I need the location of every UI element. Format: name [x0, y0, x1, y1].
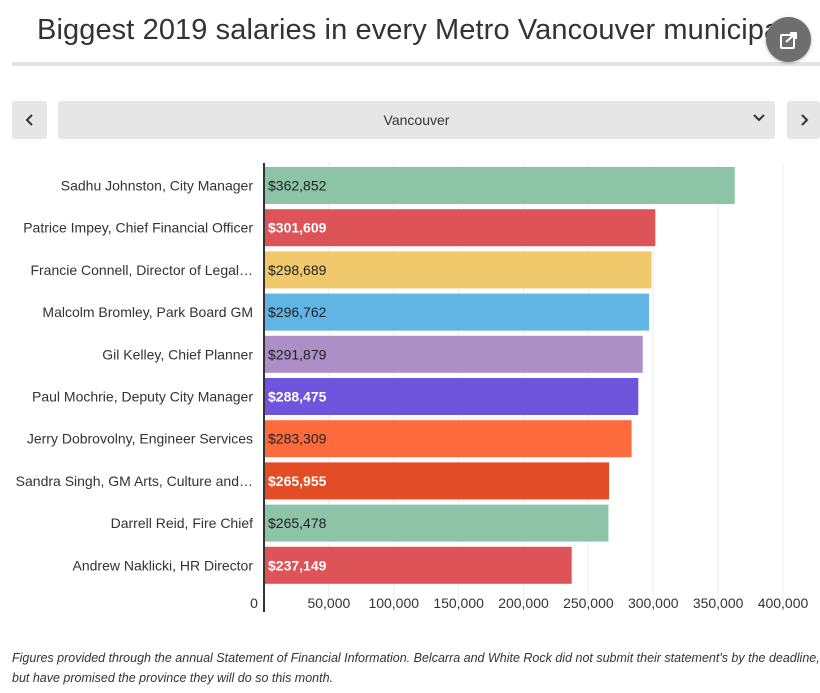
x-tick-label: 0	[250, 595, 258, 611]
category-label: Sadhu Johnston, City Manager	[61, 178, 254, 194]
data-label: $265,955	[268, 473, 327, 489]
category-label: Andrew Naklicki, HR Director	[73, 557, 254, 573]
category-label: Sandra Singh, GM Arts, Culture and…	[16, 473, 253, 489]
x-tick-label: 300,000	[628, 595, 679, 611]
bar	[264, 251, 652, 289]
data-label: $291,879	[268, 346, 327, 362]
category-label: Patrice Impey, Chief Financial Officer	[23, 220, 253, 236]
x-tick-label: 150,000	[433, 595, 484, 611]
bar	[264, 209, 656, 247]
previous-button[interactable]	[12, 101, 47, 139]
data-label: $301,609	[268, 220, 327, 236]
municipality-select-value: Vancouver	[383, 112, 450, 128]
municipality-select[interactable]: Vancouver	[58, 101, 775, 139]
x-tick-label: 350,000	[693, 595, 744, 611]
chevron-down-icon	[753, 114, 765, 122]
data-label: $265,478	[268, 515, 327, 531]
x-tick-label: 200,000	[498, 595, 549, 611]
data-label: $283,309	[268, 431, 327, 447]
x-tick-label: 100,000	[368, 595, 419, 611]
title-divider	[12, 62, 820, 66]
next-button[interactable]	[787, 101, 820, 139]
x-tick-label: 50,000	[307, 595, 350, 611]
data-label: $298,689	[268, 262, 327, 278]
category-label: Paul Mochrie, Deputy City Manager	[32, 389, 253, 405]
chart-title: Biggest 2019 salaries in every Metro Van…	[37, 14, 777, 46]
bar	[264, 504, 609, 542]
category-label: Darrell Reid, Fire Chief	[111, 515, 253, 531]
category-label: Malcolm Bromley, Park Board GM	[42, 304, 253, 320]
category-label: Jerry Dobrovolny, Engineer Services	[27, 431, 253, 447]
data-label: $237,149	[268, 557, 327, 573]
chevron-left-icon	[25, 114, 33, 126]
data-label: $288,475	[268, 389, 327, 405]
share-button[interactable]	[766, 17, 811, 62]
category-label: Francie Connell, Director of Legal…	[30, 262, 253, 278]
bar	[264, 335, 643, 373]
bar	[264, 546, 572, 584]
bar	[264, 293, 650, 331]
chevron-right-icon	[800, 114, 808, 126]
data-label: $362,852	[268, 178, 327, 194]
share-icon	[779, 31, 797, 49]
salary-bar-chart: $362,852 Sadhu Johnston, City Manager $301…	[16, 163, 809, 612]
category-label: Gil Kelley, Chief Planner	[102, 346, 253, 362]
bar	[264, 167, 735, 204]
data-label: $296,762	[268, 304, 327, 320]
bar	[264, 462, 610, 500]
x-tick-label: 250,000	[563, 595, 614, 611]
bar	[264, 420, 632, 458]
footnote: Figures provided through the annual Stat…	[12, 651, 820, 685]
bar	[264, 378, 639, 415]
x-tick-label: 400,000	[758, 595, 809, 611]
